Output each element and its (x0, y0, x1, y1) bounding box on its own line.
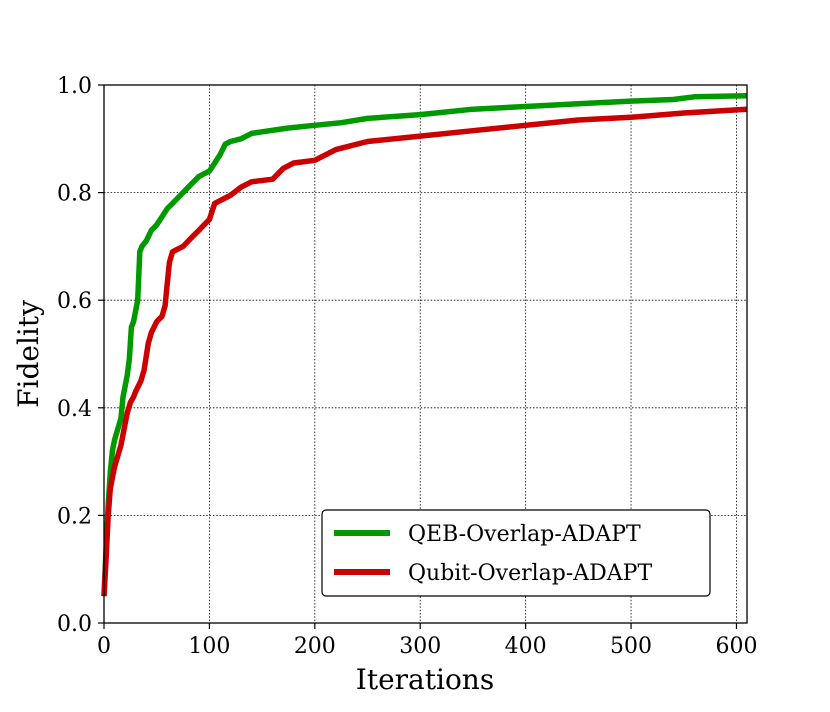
x-tick-label: 100 (188, 634, 230, 659)
legend-label-qeb: QEB-Overlap-ADAPT (408, 522, 641, 547)
legend-box (321, 509, 711, 597)
x-tick-label: 500 (610, 634, 652, 659)
plot-frame (103, 84, 748, 624)
x-tick-label: 0 (97, 634, 111, 659)
y-tick-label: 0.0 (57, 612, 92, 637)
x-tick-label: 400 (505, 634, 547, 659)
x-tick-label: 200 (294, 634, 336, 659)
y-tick-label: 0.2 (57, 504, 92, 529)
x-axis-label: Iterations (356, 663, 494, 696)
x-tick-label: 300 (399, 634, 441, 659)
legend-label-qubit: Qubit-Overlap-ADAPT (408, 561, 652, 586)
y-tick-label: 0.4 (57, 397, 92, 422)
y-axis-label: Fidelity (12, 300, 45, 408)
y-tick-label: 0.6 (57, 289, 92, 314)
y-tick-label: 1.0 (57, 74, 92, 99)
x-tick-label: 600 (715, 634, 757, 659)
tick-layer: 0 100 200 300 400 500 600 0.0 0.2 0.4 0.6 0.8 1.0 (57, 74, 757, 659)
series-line-qubit (101, 106, 748, 597)
y-tick-label: 0.8 (57, 182, 92, 207)
legend: QEB-Overlap-ADAPT Qubit-Overlap-ADAPT (321, 509, 711, 597)
series-layer (101, 93, 748, 597)
series-line-qeb (101, 93, 748, 597)
